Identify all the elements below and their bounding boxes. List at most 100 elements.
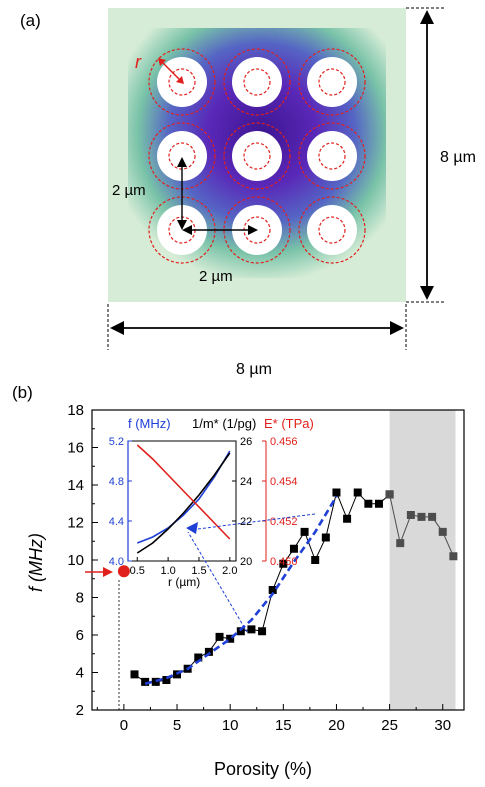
inset-x-tick-label: 1.0	[160, 565, 175, 577]
inset-m-axis-title: 1/m* (1/pg)	[192, 416, 256, 431]
radius-arrow-head-b	[176, 76, 184, 84]
red-marker	[117, 565, 130, 578]
shaded-region	[389, 410, 456, 710]
data-square	[353, 488, 362, 497]
y-axis-label: f (MHz)	[26, 533, 46, 592]
data-square	[204, 647, 213, 656]
inset-E-tick-label: 0.452	[270, 516, 298, 528]
radius-arrow-head-a	[158, 58, 166, 66]
data-square	[194, 653, 203, 662]
pitch-x-arrow-head-right	[248, 225, 258, 235]
data-square-gray	[428, 512, 437, 521]
inset-inv_m-tick-label: 26	[240, 436, 252, 448]
inset-f-tick-label: 5.2	[109, 436, 124, 448]
y-tick-label: 18	[67, 402, 84, 419]
inner-dashed-circle	[318, 142, 346, 170]
data-square	[343, 514, 352, 523]
y-tick-label: 4	[76, 665, 84, 682]
inset-f-tick-label: 4.4	[109, 516, 124, 528]
inner-dashed-circle	[243, 142, 271, 170]
data-square	[247, 625, 256, 634]
y-tick-label: 8	[76, 590, 84, 607]
outer-dashed-circle	[298, 48, 366, 116]
inset-inv_m-tick-label: 20	[240, 556, 252, 568]
inset-curve-f	[137, 450, 231, 544]
data-square	[162, 676, 171, 684]
data-square	[236, 627, 245, 636]
hole	[232, 131, 282, 181]
hole	[307, 131, 357, 181]
inset-curve-E	[136, 444, 231, 540]
data-square	[321, 533, 330, 542]
inner-dashed-circle	[168, 68, 196, 96]
inset-guide-line-2	[189, 513, 316, 531]
x-tick-label: 30	[434, 717, 451, 734]
inset-x-tick-label: 0.5	[130, 565, 145, 577]
data-square-gray	[438, 527, 447, 536]
inset-E-tick-label: 0.456	[270, 436, 298, 448]
pitch-y-arrow-head-top	[177, 157, 187, 167]
x-tick-label: 10	[222, 717, 239, 734]
radius-label: r	[135, 52, 142, 72]
inset-x-tick-label: 1.5	[191, 565, 206, 577]
data-square	[258, 627, 267, 636]
width-arrow-head-right	[390, 321, 404, 335]
data-square	[130, 670, 139, 679]
inset-f-axis-title: f (MHz)	[128, 416, 171, 431]
data-square	[311, 556, 320, 564]
hole	[307, 205, 357, 255]
data-square-gray	[417, 512, 426, 521]
data-square-gray	[385, 490, 394, 499]
inset-E-tick-label: 0.454	[270, 476, 298, 488]
pitch-y-label: 2 µm	[112, 182, 146, 199]
inset-E-tick-label: 0.450	[270, 556, 298, 568]
data-square	[151, 677, 160, 686]
plot-frame	[91, 409, 465, 711]
outer-dashed-circle	[298, 122, 366, 190]
panel-a-label: (a)	[20, 11, 41, 30]
data-square-gray	[396, 539, 405, 548]
data-square	[289, 544, 298, 553]
inset-guide-arrow-head	[186, 522, 198, 534]
inset-guide-line-1	[187, 531, 248, 633]
hole	[232, 57, 282, 107]
inner-dashed-circle	[243, 68, 271, 96]
data-square	[374, 499, 383, 508]
data-square-gray	[406, 511, 415, 519]
inner-dashed-circle	[318, 68, 346, 96]
x-tick-label: 5	[173, 717, 181, 734]
y-tick-label: 6	[76, 627, 84, 644]
outer-dashed-circle	[223, 48, 291, 116]
red-pointer-head	[103, 567, 113, 577]
x-axis-label: Porosity (%)	[214, 759, 312, 779]
x-tick-label: 20	[328, 717, 345, 734]
inset-inv_m-tick-label: 24	[240, 476, 252, 488]
width-label: 8 µm	[236, 361, 272, 378]
pitch-x-arrow-head-left	[182, 225, 192, 235]
y-tick-label: 2	[76, 702, 84, 719]
data-square	[300, 527, 309, 536]
data-square	[268, 586, 277, 594]
inset-frame	[127, 440, 237, 562]
inset-inv_m-tick-label: 22	[240, 516, 252, 528]
data-square	[332, 488, 341, 497]
data-square-gray	[449, 552, 458, 561]
x-tick-label: 15	[275, 717, 292, 734]
pitch-x-label: 2 µm	[199, 268, 233, 285]
height-arrow-head-bottom	[420, 286, 434, 300]
outer-dashed-circle	[223, 196, 291, 264]
y-tick-label: 16	[67, 440, 84, 457]
data-square	[226, 634, 235, 643]
hole	[307, 57, 357, 107]
radius-arrow-line	[161, 61, 181, 81]
inset-x-axis-label: r (µm)	[168, 575, 200, 589]
panel-b-label: (b)	[12, 383, 33, 402]
pitch-y-arrow-head-bottom	[177, 220, 187, 230]
outer-dashed-circle	[223, 122, 291, 190]
inset-x-tick-label: 2.0	[222, 565, 237, 577]
data-square	[215, 632, 224, 641]
width-arrow-head-left	[110, 321, 124, 335]
height-arrow-head-top	[420, 10, 434, 24]
data-square	[279, 559, 288, 568]
